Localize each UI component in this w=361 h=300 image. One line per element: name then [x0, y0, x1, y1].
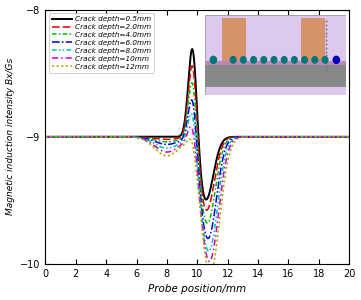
Y-axis label: Magnetic induction intensity Bx/Gs: Magnetic induction intensity Bx/Gs: [5, 58, 14, 215]
Legend: Crack depth=0.5mm, Crack depth=2.0mm, Crack depth=4.0mm, Crack depth=6.0mm, Crac: Crack depth=0.5mm, Crack depth=2.0mm, Cr…: [49, 13, 154, 73]
X-axis label: Probe position/mm: Probe position/mm: [148, 284, 246, 294]
